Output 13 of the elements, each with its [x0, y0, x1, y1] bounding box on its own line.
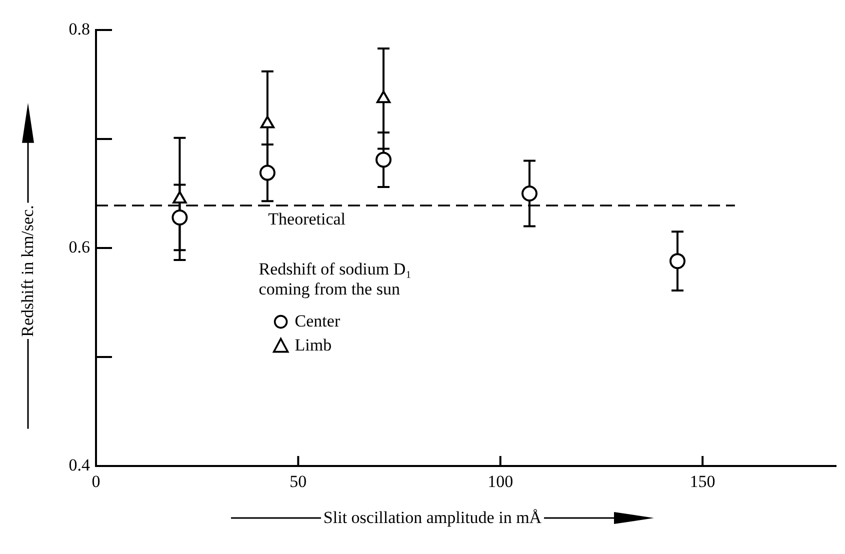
legend-title: Redshift of sodium D₁ coming from the sun	[258, 259, 412, 298]
legend-label: Center	[294, 311, 340, 330]
x-tick-label: 150	[690, 472, 716, 491]
x-axis-title: Slit oscillation amplitude in mÅ	[323, 508, 542, 528]
x-tick-label: 50	[290, 472, 307, 491]
y-tick-label: 0.8	[68, 19, 90, 38]
series-label: Theoretical	[268, 209, 346, 228]
y-axis-title: Redshift in km/sec.	[18, 205, 38, 337]
y-tick-label: 0.4	[68, 455, 90, 474]
x-tick-label: 0	[92, 472, 100, 491]
x-tick-label: 100	[488, 472, 514, 491]
legend-label: Limb	[294, 335, 332, 354]
y-tick-label: 0.6	[68, 237, 90, 256]
